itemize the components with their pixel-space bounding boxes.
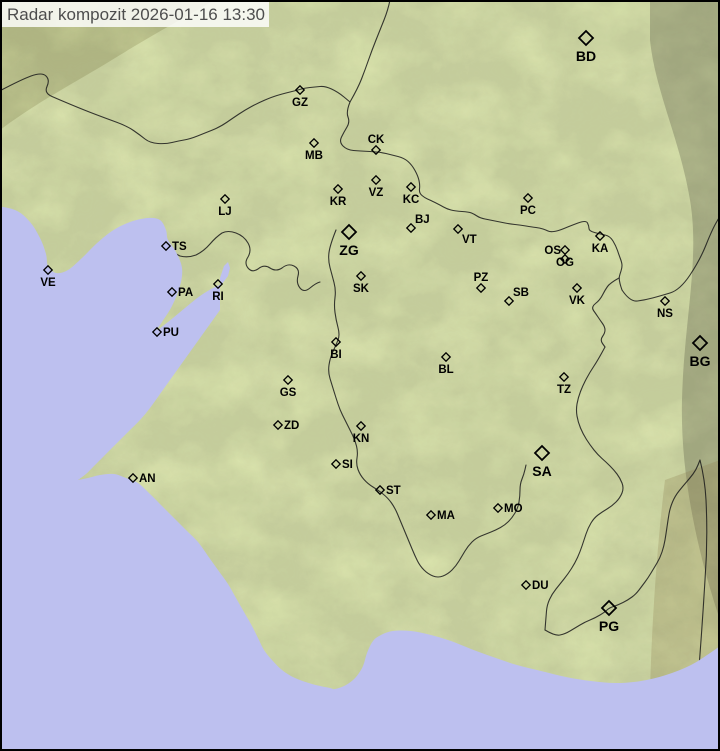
svg-text:TS: TS bbox=[172, 241, 187, 253]
svg-text:BL: BL bbox=[438, 364, 453, 376]
svg-text:PZ: PZ bbox=[474, 272, 489, 284]
svg-text:CK: CK bbox=[368, 134, 385, 146]
svg-text:TZ: TZ bbox=[557, 384, 571, 396]
svg-text:Radar kompozit 2026-01-16 13: Radar kompozit 2026-01-16 13:30 bbox=[7, 5, 265, 24]
svg-text:BI: BI bbox=[330, 349, 342, 361]
svg-text:BJ: BJ bbox=[415, 214, 430, 226]
svg-text:VK: VK bbox=[569, 295, 586, 307]
svg-text:MO: MO bbox=[504, 503, 523, 515]
svg-text:AN: AN bbox=[139, 473, 156, 485]
svg-text:PG: PG bbox=[599, 618, 619, 634]
svg-text:ZG: ZG bbox=[339, 242, 359, 258]
svg-text:RI: RI bbox=[212, 291, 224, 303]
svg-text:ST: ST bbox=[386, 485, 401, 497]
svg-text:BD: BD bbox=[576, 48, 596, 64]
svg-text:OG: OG bbox=[556, 257, 574, 269]
svg-text:BG: BG bbox=[690, 353, 711, 369]
svg-text:KA: KA bbox=[592, 243, 609, 255]
svg-text:PC: PC bbox=[520, 205, 536, 217]
svg-text:OS: OS bbox=[544, 245, 561, 257]
svg-text:VE: VE bbox=[40, 277, 56, 289]
svg-text:VT: VT bbox=[462, 234, 477, 246]
svg-text:SI: SI bbox=[342, 459, 353, 471]
svg-text:KC: KC bbox=[403, 194, 420, 206]
svg-text:PA: PA bbox=[178, 287, 193, 299]
svg-text:LJ: LJ bbox=[218, 206, 231, 218]
svg-text:SK: SK bbox=[353, 283, 370, 295]
svg-text:SB: SB bbox=[513, 287, 529, 299]
svg-text:ZD: ZD bbox=[284, 420, 299, 432]
svg-text:VZ: VZ bbox=[369, 187, 384, 199]
svg-text:MB: MB bbox=[305, 150, 323, 162]
svg-text:NS: NS bbox=[657, 308, 673, 320]
svg-text:GZ: GZ bbox=[292, 97, 308, 109]
svg-text:MA: MA bbox=[437, 510, 455, 522]
svg-text:KR: KR bbox=[330, 196, 347, 208]
svg-text:PU: PU bbox=[163, 327, 179, 339]
svg-text:KN: KN bbox=[353, 433, 370, 445]
svg-text:GS: GS bbox=[280, 387, 297, 399]
svg-text:SA: SA bbox=[532, 463, 551, 479]
svg-text:DU: DU bbox=[532, 580, 549, 592]
